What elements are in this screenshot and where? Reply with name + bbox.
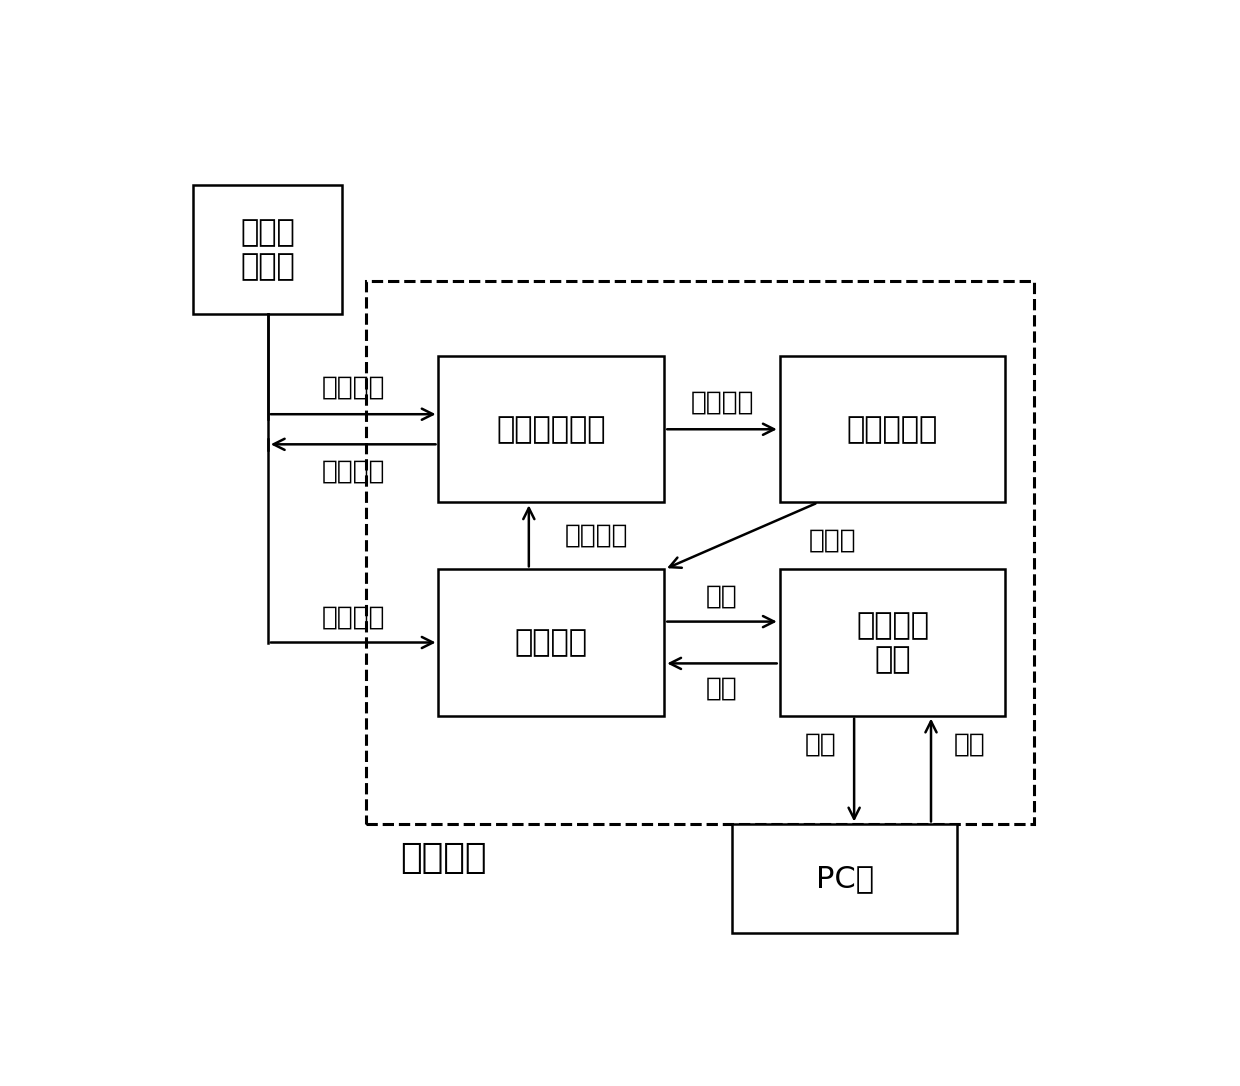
Text: 激频信号: 激频信号 bbox=[564, 522, 627, 548]
Text: 共振信号: 共振信号 bbox=[321, 375, 384, 401]
Text: 模数转换器: 模数转换器 bbox=[847, 415, 939, 444]
Text: 振弦式
传感器: 振弦式 传感器 bbox=[241, 218, 295, 281]
Bar bbox=[439, 356, 665, 503]
Text: 共振信号: 共振信号 bbox=[691, 390, 754, 416]
Text: PC机: PC机 bbox=[816, 864, 873, 894]
Bar bbox=[780, 356, 1006, 503]
Text: 数据传输
电路: 数据传输 电路 bbox=[856, 611, 929, 673]
Text: 微控制器: 微控制器 bbox=[515, 628, 588, 657]
Bar bbox=[732, 824, 957, 933]
Text: 信号处理电路: 信号处理电路 bbox=[497, 415, 606, 444]
Text: 数字量: 数字量 bbox=[808, 527, 857, 553]
Text: 采集单元: 采集单元 bbox=[401, 841, 486, 875]
Bar bbox=[780, 569, 1006, 716]
Text: 数据: 数据 bbox=[805, 732, 836, 758]
Text: 指令: 指令 bbox=[706, 675, 738, 702]
Bar bbox=[367, 281, 1034, 824]
Text: 指令: 指令 bbox=[954, 732, 986, 758]
Text: 数据: 数据 bbox=[706, 583, 738, 609]
Bar bbox=[439, 569, 665, 716]
Text: 激频信号: 激频信号 bbox=[321, 458, 384, 484]
Text: 温度信号: 温度信号 bbox=[321, 605, 384, 630]
Bar bbox=[193, 185, 342, 314]
